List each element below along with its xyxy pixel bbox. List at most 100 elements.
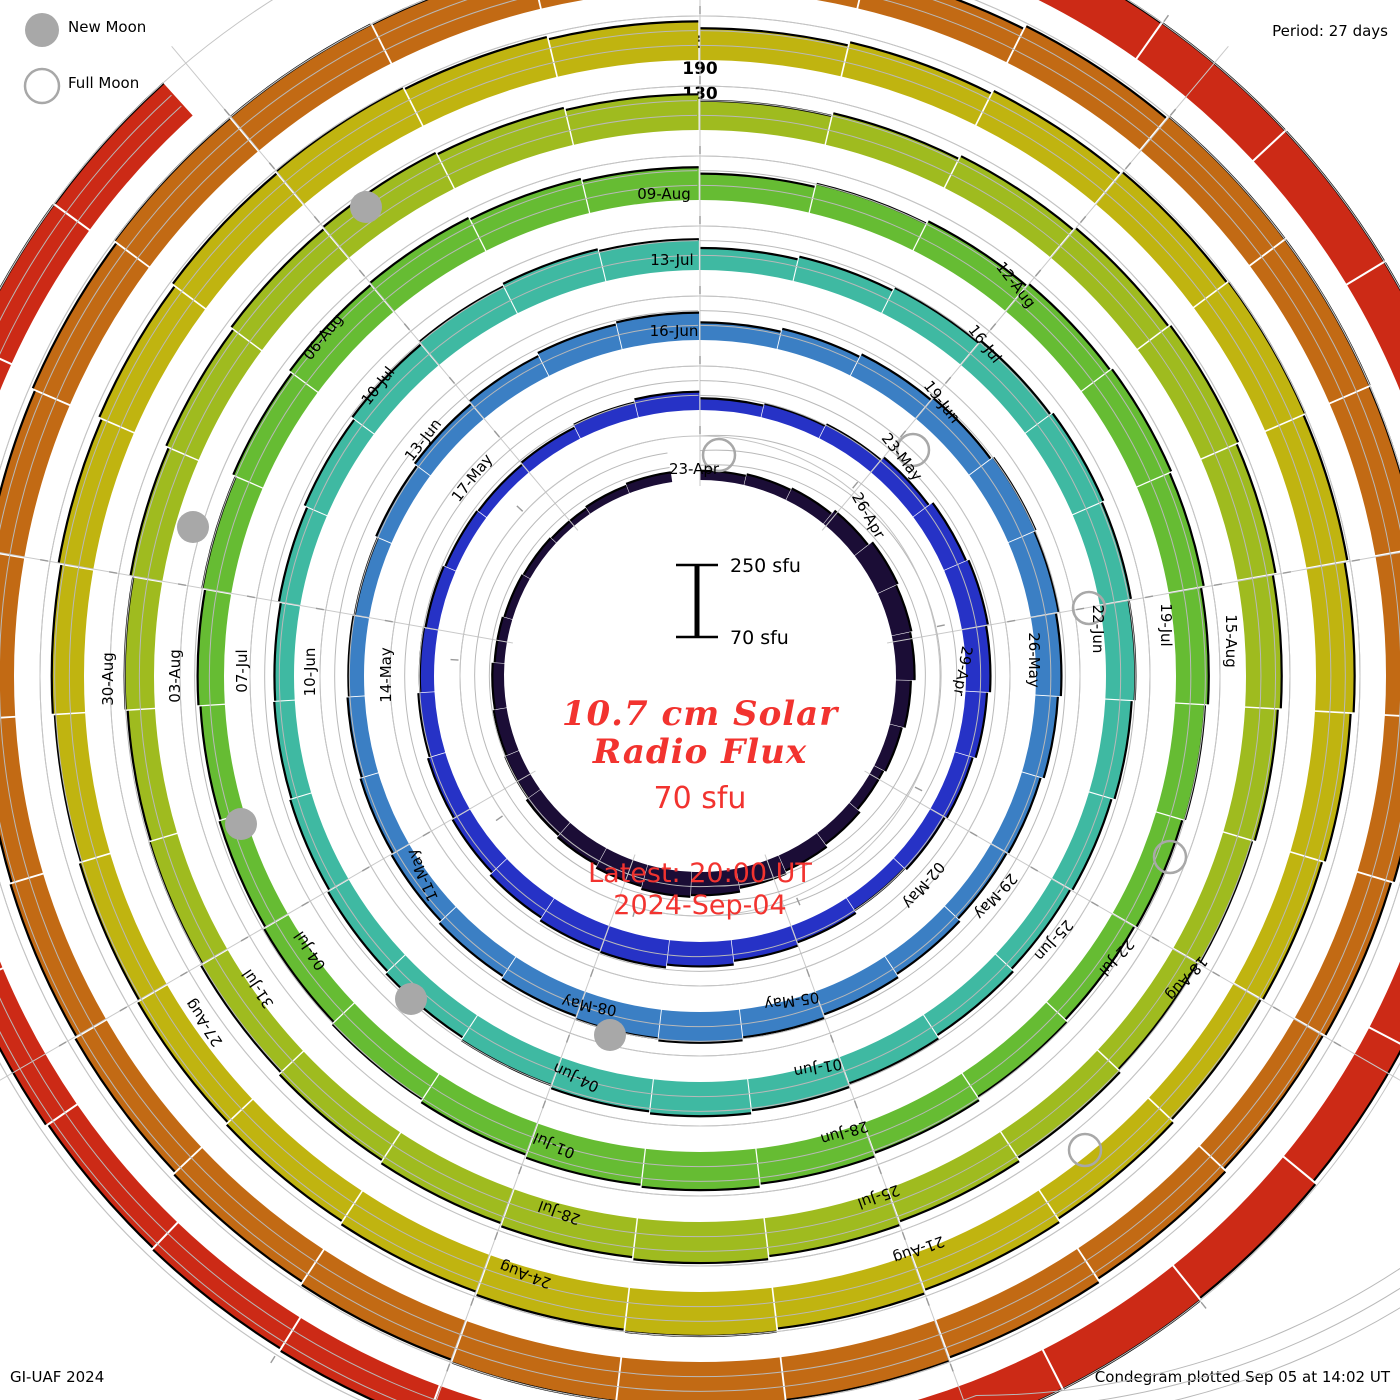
segment-cap-line — [785, 845, 828, 872]
angular-tick — [1213, 583, 1223, 587]
ring-segment — [667, 940, 734, 967]
segment-cap-line — [225, 1124, 343, 1222]
segment-cap-line — [501, 977, 577, 1018]
ring-segment — [823, 510, 868, 556]
ring-segment — [200, 704, 244, 820]
ring-segment — [360, 773, 410, 854]
segment-cap-line — [894, 286, 980, 344]
segment-cap-line — [1302, 415, 1349, 561]
angular-tick — [877, 1166, 882, 1175]
angular-tick — [268, 162, 276, 170]
segment-cap-line — [539, 919, 601, 952]
radial-gridline — [474, 449, 942, 902]
ring-date-label: 07-Jul — [233, 649, 251, 692]
segment-cap-line — [289, 799, 331, 891]
ring-segment — [1025, 413, 1104, 515]
radial-gridline — [488, 464, 926, 888]
ring-boundary — [389, 365, 1011, 987]
angular-tick — [914, 786, 923, 792]
segment-cap-line — [1183, 705, 1207, 821]
ring-segment — [915, 398, 991, 475]
segment-cap-line — [1228, 281, 1306, 414]
ring-segment — [858, 0, 1024, 63]
segment-cap-line — [470, 177, 582, 221]
ring-segment — [700, 173, 815, 213]
data-ring — [346, 311, 1063, 1044]
segment-cap-line — [582, 166, 699, 183]
segment-cap-line — [1368, 386, 1400, 475]
angular-tick — [1333, 1041, 1342, 1047]
segment-cap-line — [585, 484, 627, 509]
segment-cap-line — [833, 112, 959, 160]
segment-cap-line — [346, 697, 363, 778]
ring-segment — [744, 474, 791, 500]
ring-segment — [1047, 914, 1135, 1020]
segment-cap-line — [743, 1016, 825, 1039]
ring-date-label: 19-Jul — [1157, 603, 1175, 646]
ring-segment — [809, 183, 926, 251]
radial-gridline — [68, 44, 1332, 1308]
segment-cap-line — [200, 965, 282, 1073]
segment-cap-line — [746, 473, 791, 491]
segment-cap-line — [782, 327, 860, 358]
ring-date-label: 14-May — [377, 647, 395, 703]
ring-date-label: 15-Aug — [1222, 614, 1240, 667]
ring-segment — [230, 24, 391, 151]
segment-cap-line — [1199, 587, 1210, 705]
ring-segment — [551, 1057, 653, 1112]
segment-cap-line — [896, 920, 961, 975]
segment-cap-line — [340, 1223, 477, 1293]
scale-bar: 250 sfu 70 sfu — [676, 555, 801, 649]
segment-cap-line — [1075, 227, 1169, 327]
current-value: 70 sfu — [653, 781, 747, 816]
segment-cap-line — [273, 701, 293, 799]
angular-tick — [1030, 866, 1039, 872]
angular-tick — [900, 430, 907, 438]
ring-segment — [1265, 415, 1348, 568]
segment-cap-line — [476, 1293, 624, 1331]
ring-segment — [793, 256, 893, 313]
angular-tick — [1091, 901, 1099, 907]
angular-tick — [450, 658, 459, 661]
ring-segment — [1007, 26, 1166, 150]
angular-tick — [494, 1232, 499, 1241]
ring-segment — [0, 204, 89, 364]
ring-segment — [1200, 1019, 1323, 1169]
segment-cap-line — [903, 680, 912, 728]
ring-segment — [1201, 444, 1276, 580]
segment-cap-line — [960, 155, 1074, 231]
new-moon-marker — [225, 808, 257, 840]
legend-label-full-moon: Full Moon — [68, 74, 140, 92]
segment-cap-line — [769, 1223, 901, 1258]
angular-tick — [40, 558, 49, 562]
ring-segment — [0, 717, 43, 883]
ring-segment — [347, 696, 379, 778]
segment-cap-line — [230, 228, 325, 328]
ring-segment — [405, 37, 557, 126]
ring-segment — [124, 577, 163, 710]
segment-cap-line — [1042, 696, 1059, 779]
segment-cap-line — [666, 963, 734, 968]
segment-cap-line — [477, 463, 523, 512]
ring-segment — [372, 0, 541, 63]
segment-cap-line — [649, 1112, 752, 1118]
ring-segment — [1072, 502, 1131, 605]
segment-cap-line — [165, 329, 234, 447]
angular-tick — [806, 968, 811, 977]
ring-segment — [617, 1357, 785, 1400]
full-moon-marker — [701, 437, 737, 473]
segment-cap-line — [520, 426, 575, 464]
ring-boundary — [109, 85, 1291, 1267]
segment-cap-line — [884, 727, 903, 772]
segment-cap-line — [1343, 562, 1356, 713]
legend — [23, 13, 61, 105]
ring-segment — [912, 1190, 1060, 1290]
ring-segment — [99, 286, 205, 433]
ring-segment — [153, 1223, 300, 1349]
chart-title-line1: 10.7 cm Solar — [561, 694, 839, 734]
segment-cap-line — [791, 487, 832, 515]
segment-cap-line — [1113, 701, 1133, 800]
segment-cap-line — [945, 757, 974, 819]
segment-cap-line — [502, 248, 598, 285]
segment-cap-line — [331, 1023, 423, 1100]
